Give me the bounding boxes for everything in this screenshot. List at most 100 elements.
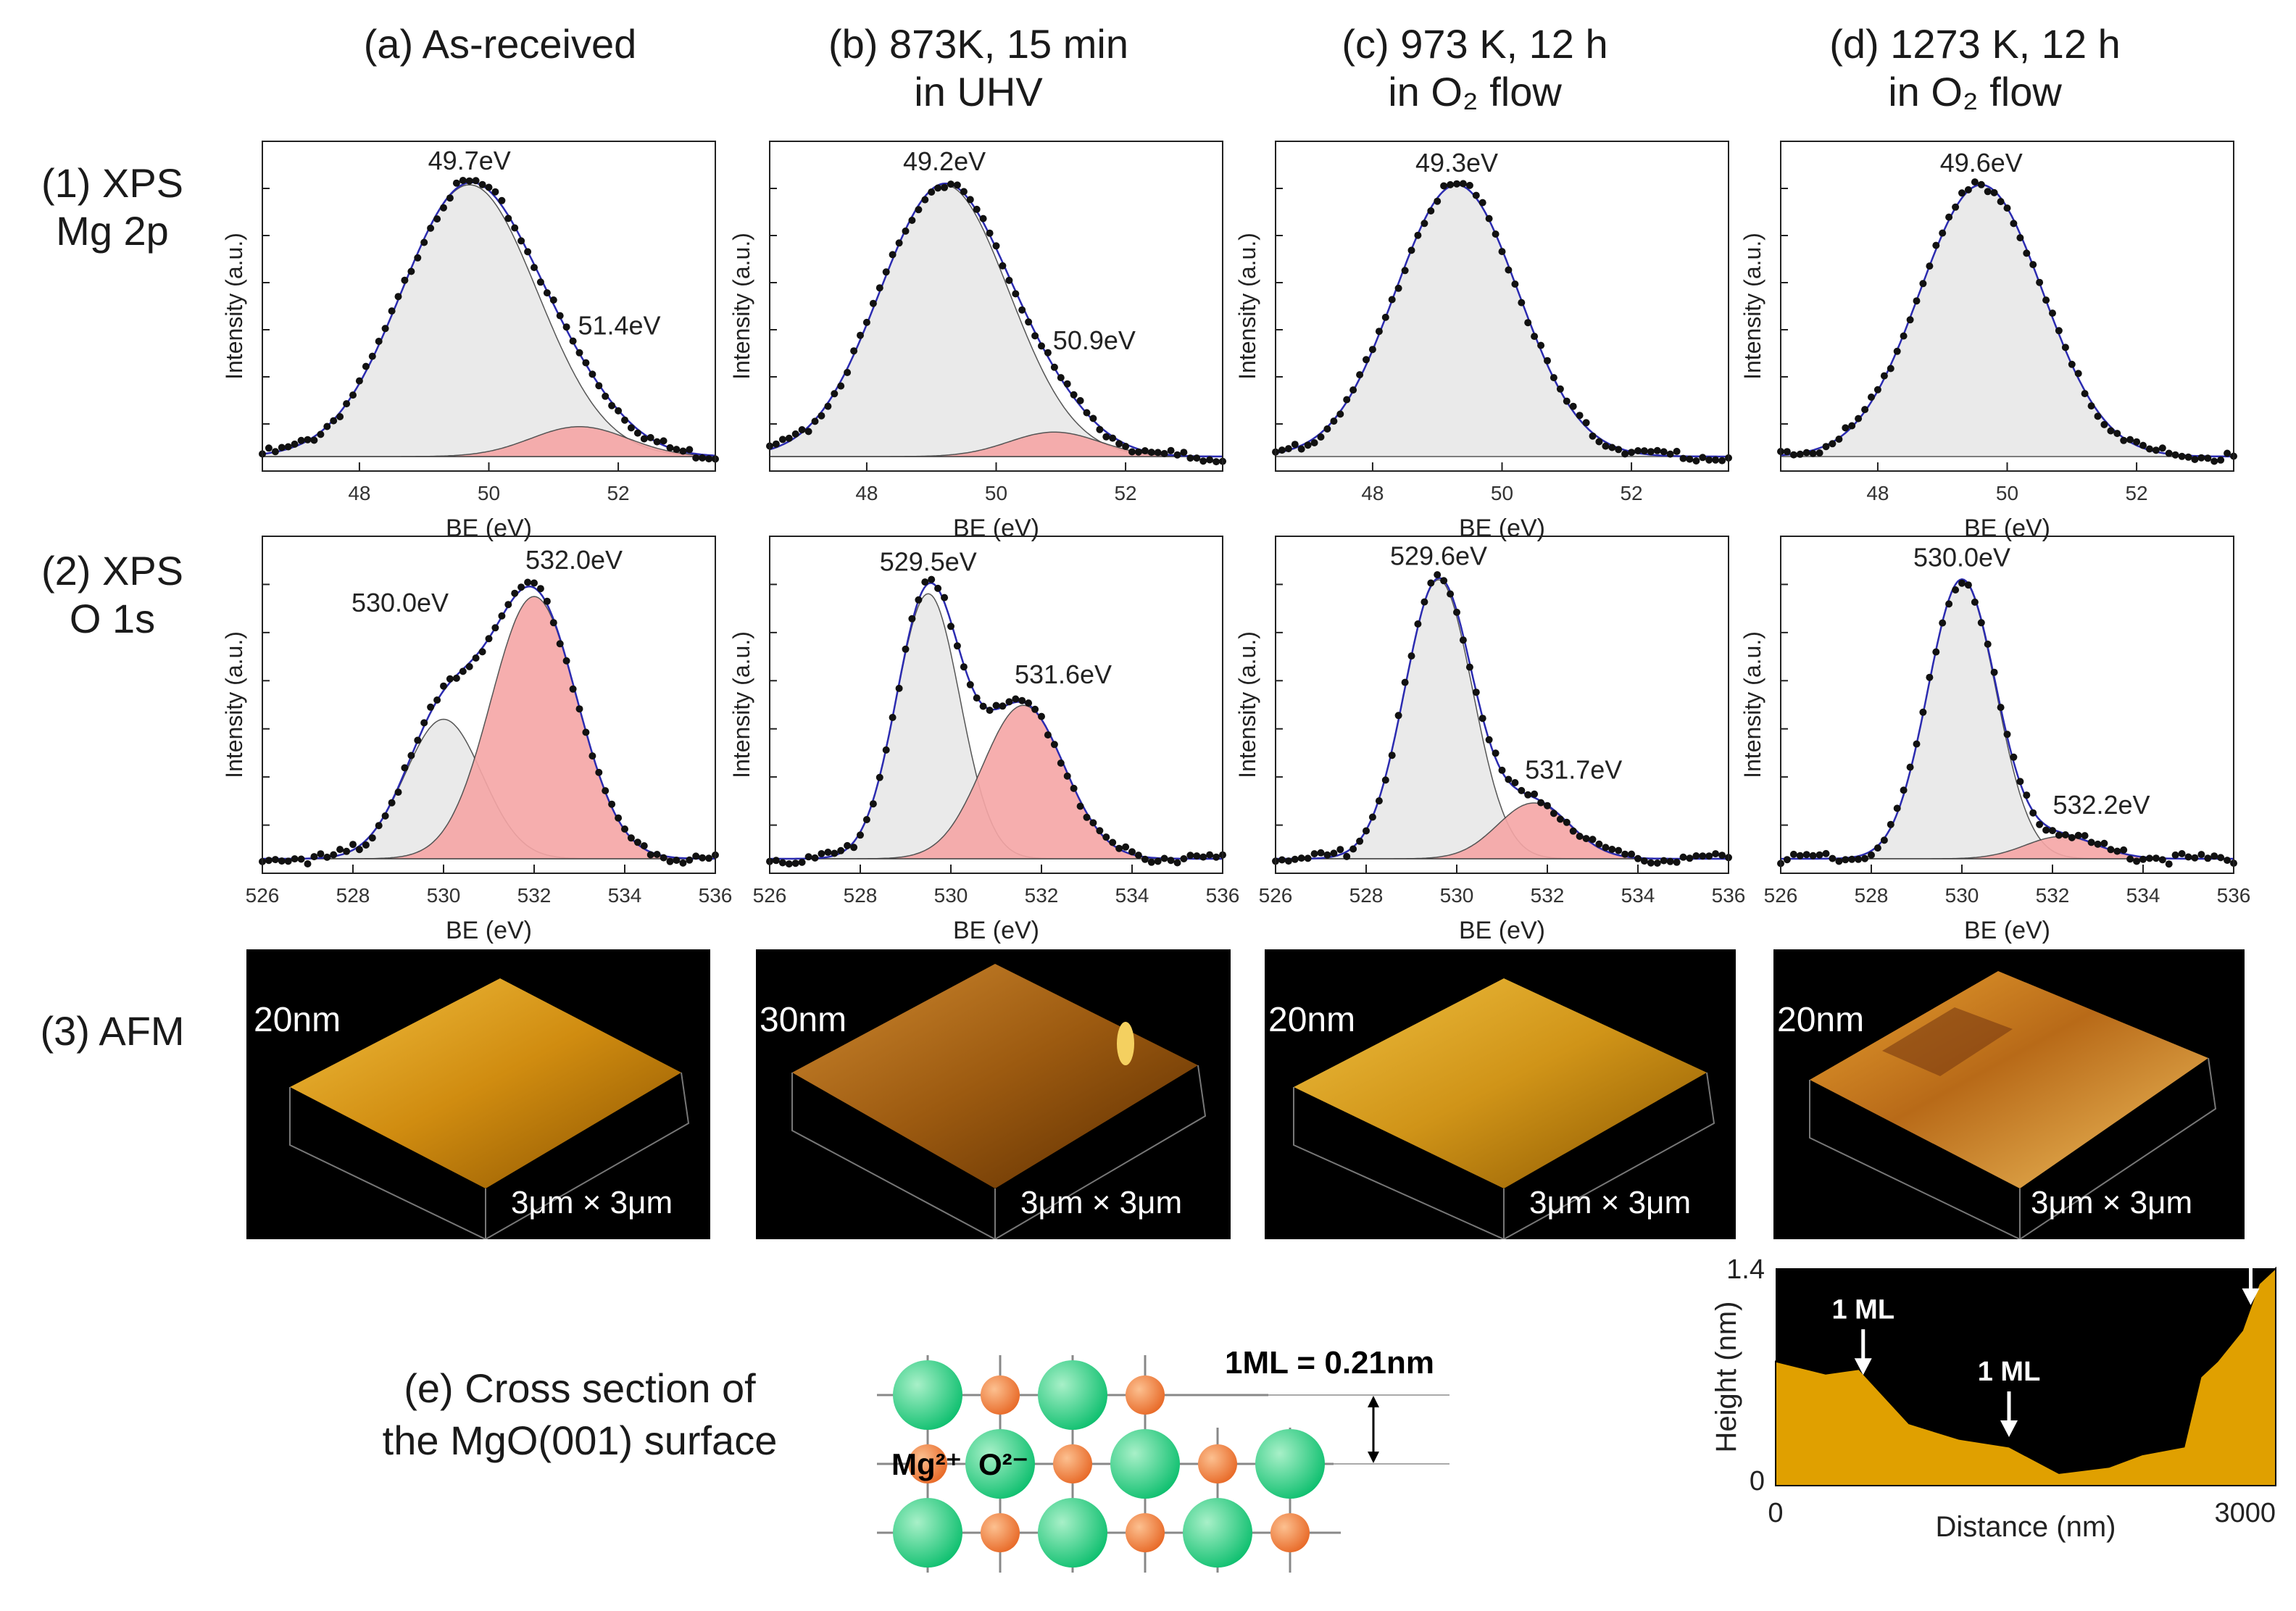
data-point bbox=[1653, 446, 1661, 454]
data-point bbox=[2003, 730, 2011, 738]
data-point bbox=[517, 237, 525, 245]
data-point bbox=[1990, 668, 1998, 676]
data-point bbox=[653, 851, 661, 858]
data-point bbox=[1284, 445, 1292, 453]
data-point bbox=[1186, 454, 1194, 462]
data-point bbox=[640, 842, 648, 850]
data-point bbox=[1492, 230, 1500, 238]
data-point bbox=[297, 436, 305, 444]
data-point bbox=[1977, 619, 1985, 627]
data-point bbox=[921, 578, 929, 586]
data-point bbox=[2145, 445, 2153, 453]
data-point bbox=[2023, 249, 2031, 257]
data-point bbox=[2061, 831, 2069, 838]
plot-frame bbox=[1275, 536, 1729, 874]
data-point bbox=[1031, 332, 1039, 340]
data-point bbox=[660, 437, 667, 445]
data-point bbox=[1939, 619, 1947, 627]
data-point bbox=[804, 428, 812, 436]
data-point bbox=[1855, 415, 1863, 422]
data-point bbox=[427, 703, 435, 711]
data-point bbox=[2068, 360, 2076, 368]
data-point bbox=[407, 752, 415, 759]
data-point bbox=[2087, 402, 2095, 410]
data-point bbox=[1712, 456, 1720, 464]
data-point bbox=[1952, 586, 1960, 594]
x-tick-label: 530 bbox=[934, 884, 968, 907]
column-header-line1: (d) 1273 K, 12 h bbox=[1829, 21, 2121, 67]
data-point bbox=[1893, 347, 1901, 355]
arrow-head-down bbox=[1368, 1452, 1379, 1463]
data-point bbox=[1465, 181, 1473, 189]
data-point bbox=[1186, 852, 1194, 859]
data-point bbox=[1550, 374, 1557, 382]
data-point bbox=[278, 857, 286, 865]
peak-label: 50.9eV bbox=[1053, 325, 1136, 355]
x-tick-label: 534 bbox=[608, 884, 642, 907]
data-point bbox=[478, 648, 486, 656]
data-point bbox=[1141, 855, 1149, 863]
data-point bbox=[2133, 438, 2141, 446]
data-point bbox=[556, 312, 564, 320]
data-point bbox=[1634, 854, 1642, 862]
data-point bbox=[1725, 854, 1732, 862]
column-header-line2: in O₂ flow bbox=[1888, 69, 2062, 115]
data-point bbox=[2055, 327, 2063, 335]
data-point bbox=[1206, 851, 1214, 859]
data-point bbox=[1589, 432, 1597, 440]
data-point bbox=[427, 224, 435, 232]
y-axis-label: Intensity (a.u.) bbox=[1234, 233, 1260, 380]
data-point bbox=[2100, 839, 2108, 847]
data-point bbox=[1815, 851, 1823, 859]
data-point bbox=[1025, 699, 1033, 707]
data-point bbox=[569, 685, 577, 693]
data-point bbox=[1919, 708, 1927, 716]
afm-image-c: 20nm 3μm × 3μm bbox=[1265, 949, 1736, 1239]
data-point bbox=[1868, 851, 1875, 859]
data-point bbox=[1044, 349, 1052, 357]
data-point bbox=[941, 594, 949, 601]
data-point bbox=[2081, 832, 2089, 840]
envelope-fit-line bbox=[262, 181, 716, 457]
data-point bbox=[666, 857, 674, 865]
data-point bbox=[1608, 444, 1616, 451]
data-point bbox=[1855, 855, 1863, 863]
data-point bbox=[2158, 856, 2166, 864]
data-point bbox=[343, 847, 351, 855]
data-point bbox=[265, 857, 273, 865]
x-tick-label: 0 bbox=[1768, 1498, 1783, 1528]
data-point bbox=[536, 278, 544, 286]
data-point bbox=[1394, 284, 1402, 292]
profile-area bbox=[1775, 1266, 2276, 1486]
data-point bbox=[882, 746, 890, 754]
data-point bbox=[278, 444, 286, 451]
data-point bbox=[2087, 838, 2095, 846]
data-point bbox=[960, 188, 968, 196]
component-peak-2 bbox=[1781, 836, 2234, 859]
x-tick-label: 52 bbox=[1114, 482, 1136, 504]
x-tick-label: 530 bbox=[1440, 884, 1474, 907]
column-header-line2: in UHV bbox=[914, 69, 1043, 115]
data-point bbox=[1368, 813, 1376, 821]
data-point bbox=[2029, 809, 2037, 817]
data-point bbox=[1582, 835, 1590, 843]
data-point bbox=[2217, 456, 2225, 464]
data-point bbox=[452, 674, 460, 682]
data-point bbox=[1317, 433, 1325, 441]
data-point bbox=[1018, 306, 1026, 314]
data-point bbox=[1109, 434, 1117, 442]
data-point bbox=[2100, 420, 2108, 428]
envelope-fit-line bbox=[1781, 578, 2234, 860]
data-point bbox=[791, 859, 799, 867]
data-point bbox=[824, 849, 832, 856]
data-point bbox=[1063, 772, 1071, 780]
component-peak-2 bbox=[770, 704, 1223, 859]
afm-height-label: 30nm bbox=[760, 1001, 847, 1039]
afm-surface-d bbox=[1809, 971, 2217, 1239]
data-point bbox=[1440, 182, 1448, 190]
data-point bbox=[2230, 859, 2237, 867]
data-point bbox=[862, 318, 870, 326]
data-point bbox=[666, 444, 674, 451]
x-tick-label: 528 bbox=[1855, 884, 1889, 907]
data-point bbox=[1699, 454, 1707, 462]
